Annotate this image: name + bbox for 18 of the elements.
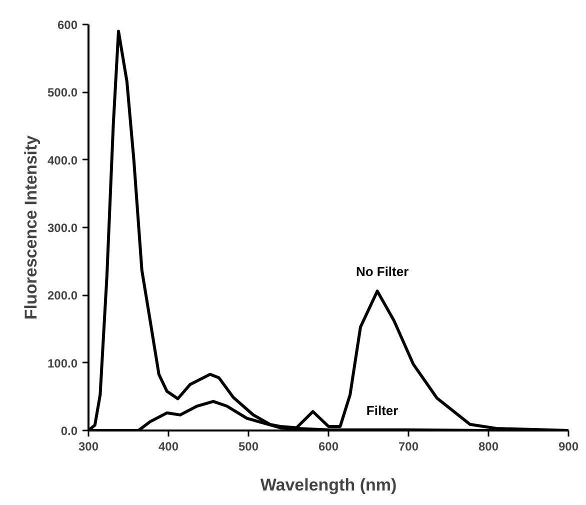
y-tick-label: 300.0 — [47, 221, 78, 235]
x-tick-label: 300 — [78, 440, 99, 454]
y-tick-label: 200.0 — [47, 288, 78, 303]
x-tick-label: 400 — [158, 440, 179, 454]
y-tick-label: 100.0 — [47, 356, 78, 370]
x-axis-title: Wavelength (nm) — [260, 476, 397, 494]
x-tick-label: 500 — [238, 440, 259, 454]
x-tick-label: 800 — [478, 440, 499, 454]
y-tick-label: 600 — [57, 18, 78, 32]
series-label: No Filter — [356, 264, 409, 280]
series-label: Filter — [366, 402, 398, 418]
y-axis-title: Fluorescence Intensity — [21, 134, 40, 320]
x-tick-label: 900 — [558, 440, 579, 454]
x-tick-label: 700 — [398, 440, 419, 454]
y-tick-label: 500.0 — [47, 86, 78, 100]
y-tick-label: 0.0 — [60, 424, 78, 438]
x-tick-label: 600 — [318, 440, 339, 454]
y-tick-label: 400.0 — [47, 153, 78, 168]
